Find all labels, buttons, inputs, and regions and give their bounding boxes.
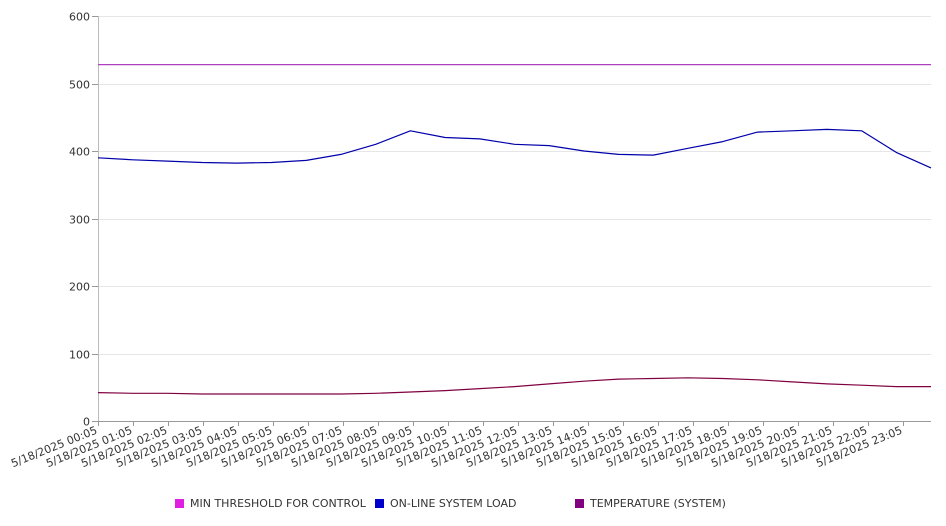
legend: MIN THRESHOLD FOR CONTROL ON-LINE SYSTEM… xyxy=(0,497,946,515)
series-line-2 xyxy=(97,377,931,395)
y-tick-label: 300 xyxy=(69,214,90,227)
gridlines xyxy=(98,16,931,355)
y-tick-label: 100 xyxy=(69,349,90,362)
y-tick-label: 400 xyxy=(69,146,90,159)
legend-label-temperature: TEMPERATURE (SYSTEM) xyxy=(590,497,726,510)
y-tick-label: 500 xyxy=(69,79,90,92)
y-tick-label: 200 xyxy=(69,281,90,294)
y-tick-label: 600 xyxy=(69,11,90,24)
legend-label-system-load: ON-LINE SYSTEM LOAD xyxy=(390,497,517,510)
legend-swatch-temperature xyxy=(575,499,584,508)
legend-item-temperature: TEMPERATURE (SYSTEM) xyxy=(575,497,726,510)
legend-label-min-threshold: MIN THRESHOLD FOR CONTROL xyxy=(190,497,366,510)
legend-item-system-load: ON-LINE SYSTEM LOAD xyxy=(375,497,516,510)
y-axis-tick-labels: 0 100 200 300 400 500 600 xyxy=(69,11,90,429)
series-lines xyxy=(97,63,932,395)
x-axis-tick-labels: 5/18/2025 00:055/18/2025 01:055/18/2025 … xyxy=(9,424,904,470)
legend-swatch-system-load xyxy=(375,499,384,508)
axes xyxy=(92,16,931,426)
legend-swatch-min-threshold xyxy=(175,499,184,508)
legend-item-min-threshold: MIN THRESHOLD FOR CONTROL xyxy=(175,497,366,510)
series-line-1 xyxy=(97,128,932,169)
y-tick-label: 0 xyxy=(83,416,90,429)
